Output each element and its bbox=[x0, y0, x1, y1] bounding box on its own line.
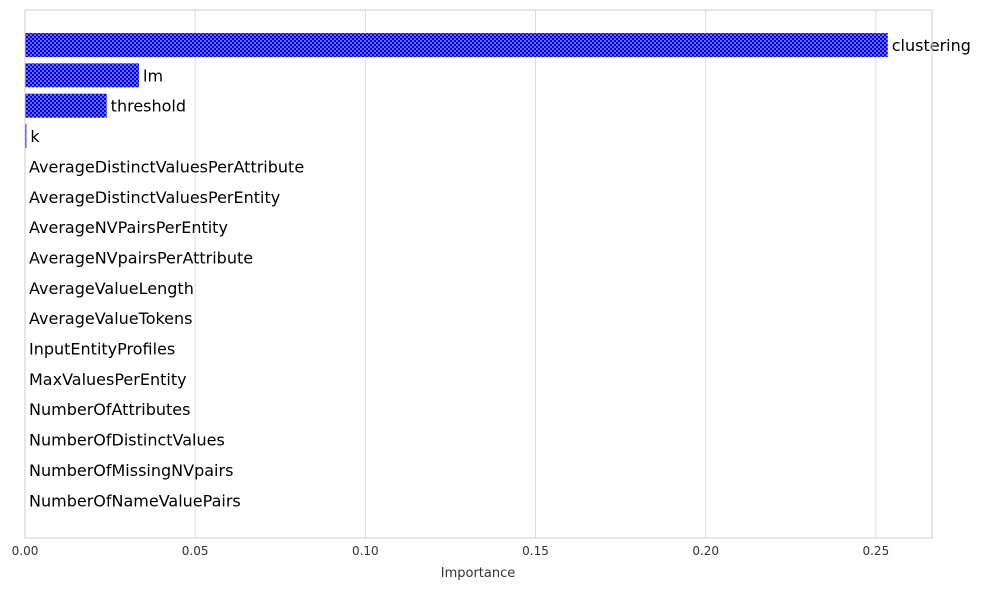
bar bbox=[25, 93, 107, 118]
bar bbox=[25, 124, 27, 149]
bar-label: NumberOfAttributes bbox=[29, 400, 190, 419]
bar-label: AverageValueTokens bbox=[29, 309, 193, 328]
x-tick-label: 0.05 bbox=[182, 544, 209, 558]
x-axis-label: Importance bbox=[441, 566, 516, 581]
bar-label: AverageNVPairsPerEntity bbox=[29, 218, 228, 237]
plot-area bbox=[25, 10, 932, 538]
bar-label: MaxValuesPerEntity bbox=[29, 370, 187, 389]
bar bbox=[25, 63, 140, 88]
bar bbox=[25, 33, 888, 57]
bar-label: lm bbox=[143, 66, 163, 85]
x-tick-label: 0.25 bbox=[862, 544, 889, 558]
bar-label: InputEntityProfiles bbox=[29, 340, 175, 359]
x-axis-ticks: 0.00 0.05 0.10 0.15 0.20 0.25 bbox=[12, 544, 890, 558]
bar-label: NumberOfDistinctValues bbox=[29, 431, 225, 450]
bar-label: AverageValueLength bbox=[29, 279, 194, 298]
bar-label: NumberOfNameValuePairs bbox=[29, 491, 241, 510]
x-tick-label: 0.20 bbox=[692, 544, 719, 558]
x-tick-label: 0.10 bbox=[352, 544, 379, 558]
bar-label: AverageDistinctValuesPerAttribute bbox=[29, 157, 304, 176]
x-tick-label: 0.00 bbox=[12, 544, 39, 558]
bar-label: AverageDistinctValuesPerEntity bbox=[29, 188, 280, 207]
bar-labels: clustering lm threshold k AverageDistinctVal… bbox=[29, 36, 971, 510]
bar-label: clustering bbox=[892, 36, 971, 55]
bar-label: NumberOfMissingNVpairs bbox=[29, 461, 233, 480]
x-tick-label: 0.15 bbox=[522, 544, 549, 558]
plot-frame bbox=[24, 9, 933, 539]
bars bbox=[25, 33, 888, 149]
bar-label: AverageNVpairsPerAttribute bbox=[29, 248, 253, 267]
bar-label: threshold bbox=[111, 97, 186, 116]
bar-label: k bbox=[30, 127, 40, 146]
